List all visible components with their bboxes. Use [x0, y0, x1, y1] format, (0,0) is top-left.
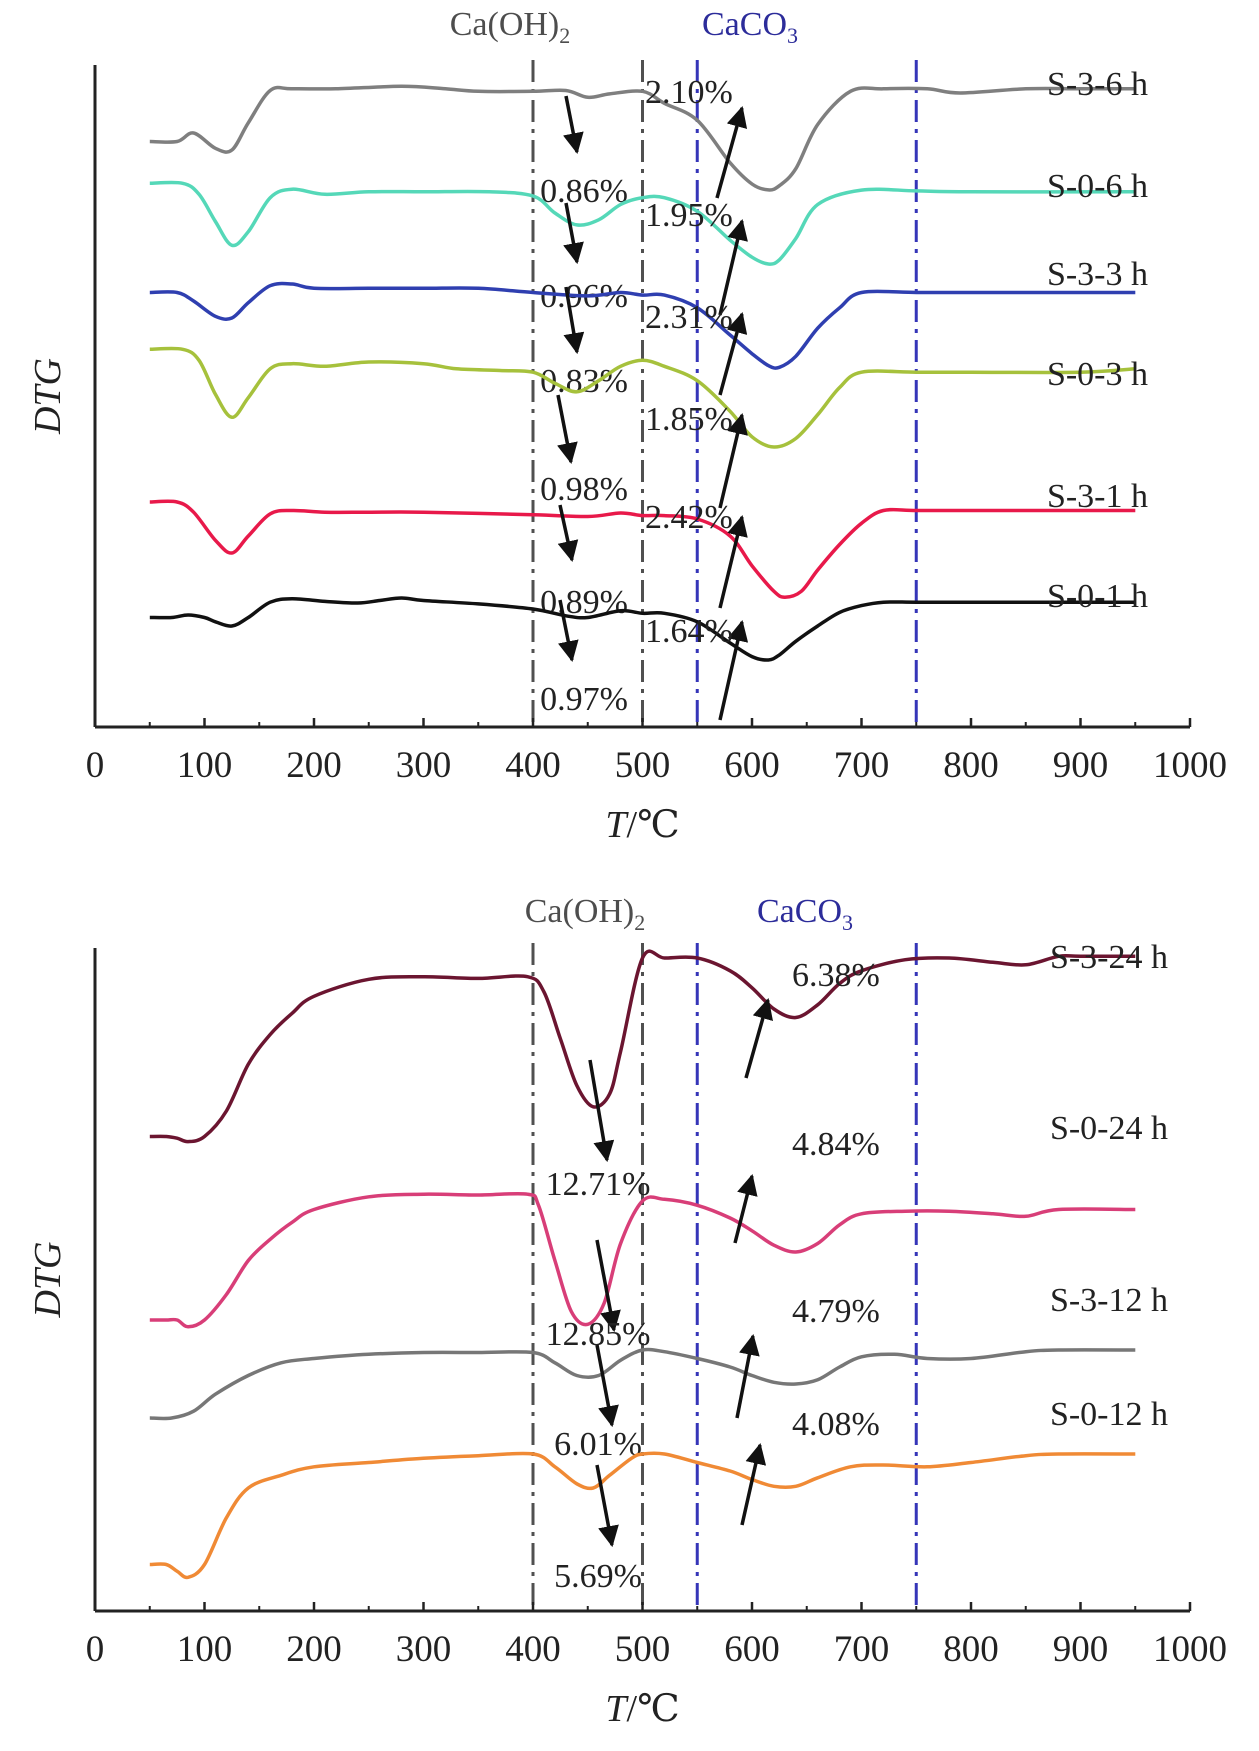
y-axis-title: DTG — [27, 358, 69, 435]
x-tick-label: 500 — [615, 745, 671, 786]
caco3-mass-loss-label: 2.31% — [645, 299, 733, 336]
caco3-arrow — [718, 412, 748, 509]
caoh2-mass-loss-label: 12.71% — [546, 1166, 651, 1203]
x-tick-label: 500 — [615, 1629, 671, 1670]
caoh2-mass-loss-label: 0.98% — [540, 471, 628, 508]
caoh2-arrow — [557, 504, 579, 563]
x-tick-label: 300 — [396, 1629, 452, 1670]
caco3-mass-loss-label: 6.38% — [792, 957, 880, 994]
series-line-s-0-3h — [149, 346, 1136, 449]
caoh2-mass-loss-label: 0.97% — [540, 681, 628, 718]
region-label-caoh2: Ca(OH)2 — [525, 893, 646, 935]
series-label: S-3-24 h — [1050, 939, 1168, 976]
x-axis-title: T/℃ — [605, 1688, 679, 1730]
caco3-mass-loss-label: 4.79% — [792, 1293, 880, 1330]
caco3-arrow — [744, 997, 773, 1079]
caoh2-arrow — [595, 1344, 619, 1428]
caco3-arrow — [733, 1173, 758, 1244]
series-label: S-3-3 h — [1047, 256, 1148, 293]
caco3-mass-loss-label: 4.84% — [792, 1126, 880, 1163]
series-line-s-0-24h — [149, 1191, 1136, 1329]
region-label-caco3: CaCO3 — [702, 6, 798, 48]
dtg-panel-1: Ca(OH)2 CaCO3 0 100 200 300 400 500 600 700 800 900… — [27, 6, 1227, 846]
x-tick-label: 200 — [286, 745, 342, 786]
series-line-s-3-1h — [149, 499, 1136, 599]
x-tick-label: 0 — [86, 1629, 105, 1670]
caco3-arrow — [718, 311, 748, 396]
caco3-mass-loss-label: 1.64% — [645, 613, 733, 650]
caco3-arrow — [718, 619, 749, 721]
y-axis-title: DTG — [27, 1241, 69, 1318]
series-label: S-0-3 h — [1047, 356, 1148, 393]
series-label: S-3-1 h — [1047, 478, 1148, 515]
series-line-s-3-3h — [149, 281, 1136, 370]
caoh2-arrow — [556, 394, 578, 465]
x-tick-label: 900 — [1053, 1629, 1109, 1670]
series-line-s-0-12h — [149, 1451, 1136, 1580]
caco3-mass-loss-label: 1.95% — [645, 197, 733, 234]
dtg-panel-2: Ca(OH)2 CaCO3 0 100 200 300 400 500 600 700 800 900… — [27, 893, 1227, 1730]
caco3-mass-loss-label: 4.08% — [792, 1406, 880, 1443]
series-label: S-0-24 h — [1050, 1110, 1168, 1147]
caoh2-mass-loss-label: 0.89% — [540, 584, 628, 621]
caoh2-arrow — [563, 95, 584, 155]
region-label-caco3: CaCO3 — [757, 893, 853, 935]
x-tick-label: 700 — [834, 745, 890, 786]
x-tick-label: 800 — [943, 1629, 999, 1670]
series-label: S-3-6 h — [1047, 66, 1148, 103]
caoh2-arrow — [588, 1059, 615, 1163]
series-line-s-3-6h — [149, 84, 1136, 192]
x-tick-label: 300 — [396, 745, 452, 786]
caco3-arrow — [735, 1333, 760, 1419]
caoh2-arrow — [595, 1239, 621, 1333]
caco3-mass-loss-label: 2.42% — [645, 499, 733, 536]
caoh2-mass-loss-label: 0.86% — [540, 173, 628, 210]
series-line-s-0-6h — [149, 180, 1136, 266]
x-tick-label: 900 — [1053, 745, 1109, 786]
x-tick-label: 1000 — [1153, 1629, 1227, 1670]
caoh2-arrow — [595, 1464, 619, 1548]
x-tick-label: 400 — [505, 1629, 561, 1670]
series-line-s-0-1h — [149, 596, 1136, 662]
caco3-mass-loss-label: 2.10% — [645, 74, 733, 111]
series-label: S-0-12 h — [1050, 1396, 1168, 1433]
caco3-mass-loss-label: 1.85% — [645, 401, 733, 438]
caoh2-mass-loss-label: 6.01% — [554, 1426, 642, 1463]
x-axis-title: T/℃ — [605, 804, 679, 846]
series-line-s-3-12h — [149, 1347, 1136, 1421]
caoh2-arrow — [563, 286, 585, 355]
x-tick-label: 100 — [177, 745, 233, 786]
x-tick-label: 400 — [505, 745, 561, 786]
region-label-caoh2: Ca(OH)2 — [450, 6, 571, 48]
x-tick-label: 1000 — [1153, 745, 1227, 786]
x-tick-label: 200 — [286, 1629, 342, 1670]
series-label: S-0-1 h — [1047, 578, 1148, 615]
caoh2-arrow — [563, 202, 584, 265]
caco3-arrow — [718, 514, 748, 609]
x-tick-label: 600 — [724, 1629, 780, 1670]
series-label: S-0-6 h — [1047, 168, 1148, 205]
series-line-s-3-24h — [149, 949, 1136, 1144]
x-tick-label: 100 — [177, 1629, 233, 1670]
x-tick-label: 600 — [724, 745, 780, 786]
series-label: S-3-12 h — [1050, 1282, 1168, 1319]
x-tick-label: 0 — [86, 745, 105, 786]
caoh2-mass-loss-label: 5.69% — [554, 1558, 642, 1595]
x-tick-label: 800 — [943, 745, 999, 786]
caco3-arrow — [715, 105, 748, 199]
caco3-arrow — [740, 1442, 767, 1526]
caco3-arrow — [718, 218, 748, 316]
x-tick-label: 700 — [834, 1629, 890, 1670]
caoh2-arrow — [557, 599, 579, 663]
